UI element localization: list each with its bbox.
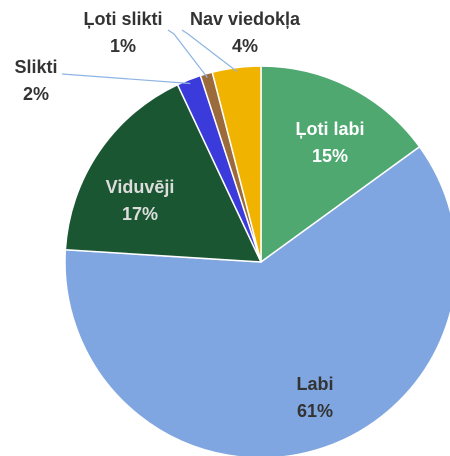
pie-slice bbox=[64, 145, 450, 456]
slice-label: Ļoti slikti bbox=[83, 9, 162, 29]
slice-value: 2% bbox=[23, 84, 49, 104]
slice-label: Slikti bbox=[14, 57, 57, 77]
slice-label: Viduvēji bbox=[106, 177, 175, 197]
leader-line bbox=[167, 29, 208, 78]
slice-label: Ļoti labi bbox=[296, 119, 365, 139]
slice-value: 17% bbox=[122, 204, 158, 224]
slice-value: 1% bbox=[110, 36, 136, 56]
pie-slice bbox=[64, 83, 263, 263]
slice-label: Labi bbox=[296, 374, 333, 394]
slice-value: 4% bbox=[232, 36, 258, 56]
slice-label: Nav viedokļa bbox=[190, 9, 301, 29]
slice-value: 15% bbox=[312, 146, 348, 166]
leader-line bbox=[61, 73, 191, 85]
pie-slice bbox=[260, 65, 421, 264]
leader-line bbox=[181, 29, 238, 72]
pie-slice bbox=[211, 65, 262, 263]
slice-value: 61% bbox=[297, 401, 333, 421]
